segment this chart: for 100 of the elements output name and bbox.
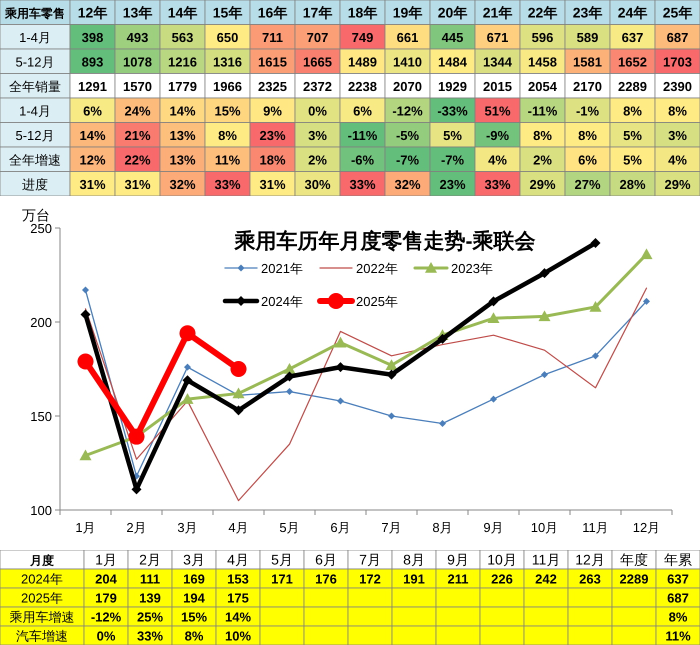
x-tick-label: 3月: [183, 552, 205, 568]
data-label: 6%: [83, 103, 102, 118]
point: [286, 388, 293, 396]
data-label: 1489: [348, 54, 377, 70]
point: [80, 449, 92, 460]
point: [592, 352, 599, 360]
x-tick-label: 20年: [438, 4, 468, 20]
x-tick-label: 16年: [258, 4, 288, 20]
x-tick-label: 1月: [95, 552, 117, 568]
data-label: 589: [576, 30, 598, 45]
point: [334, 336, 346, 348]
data-label: 172: [359, 572, 381, 586]
data-label: -7%: [396, 152, 420, 168]
x-tick-label: 25年: [662, 4, 692, 20]
data-label: 1410: [393, 54, 422, 70]
x-tick-label: 4月: [228, 520, 249, 535]
data-label: 31%: [79, 176, 106, 192]
data-label: 8%: [533, 128, 552, 143]
data-label: 1929: [438, 78, 467, 94]
data-label: 1291: [78, 78, 107, 94]
point: [538, 310, 550, 322]
data-label: 2325: [258, 78, 287, 94]
point: [182, 375, 192, 386]
point: [540, 268, 550, 278]
data-label: -7%: [440, 152, 464, 168]
data-label: 398: [82, 30, 104, 45]
x-tick-label: 12月: [632, 520, 660, 535]
y-tick-label: 200: [30, 315, 52, 330]
data-label: 1779: [168, 78, 197, 94]
x-tick-label: 19年: [392, 4, 422, 20]
x-tick-label: 6月: [315, 552, 337, 568]
data-label: 28%: [619, 176, 646, 192]
x-tick-label: 2月: [139, 552, 161, 568]
x-tick-label: 21年: [482, 4, 512, 20]
data-label: -6%: [350, 152, 374, 168]
y-axis-title: 万台: [22, 207, 50, 223]
data-label: 139: [139, 590, 161, 606]
data-label: 1458: [528, 54, 557, 70]
point: [388, 412, 395, 420]
point: [337, 397, 344, 404]
data-label: 445: [442, 30, 464, 45]
data-label: 0%: [96, 628, 116, 644]
y-tick-label: 2025年: [21, 590, 63, 606]
x-tick-label: 10月: [487, 552, 517, 568]
x-tick-label: 10月: [530, 520, 558, 535]
data-label: 6%: [578, 152, 598, 168]
data-label: -12%: [392, 103, 424, 118]
x-tick-label: 12年: [78, 4, 108, 20]
x-tick-label: 11月: [582, 520, 609, 535]
data-label: 4%: [668, 152, 688, 168]
data-label: 33%: [136, 628, 164, 644]
data-label: 1652: [618, 54, 647, 70]
data-label: 23%: [439, 176, 466, 192]
legend-label: 2021年: [261, 261, 303, 276]
data-label: 11%: [214, 152, 241, 168]
data-label: 12%: [79, 152, 106, 168]
x-tick-label: 年度: [620, 552, 648, 568]
data-label: 749: [352, 30, 374, 45]
data-label: 2%: [533, 152, 552, 168]
data-label: 1344: [483, 54, 513, 70]
x-tick-label: 年累: [664, 552, 692, 568]
chart-title: 乘用车零售: [4, 6, 65, 20]
y-tick-label: 全年销量: [9, 78, 61, 94]
data-label: 11%: [665, 628, 692, 644]
data-label: 5%: [623, 152, 642, 168]
data-label: 29%: [529, 176, 556, 192]
data-label: 8%: [668, 610, 688, 624]
data-label: 3%: [668, 128, 688, 143]
x-tick-label: 8月: [432, 520, 453, 535]
data-label: 1966: [213, 78, 242, 94]
data-label: 27%: [574, 176, 601, 192]
point: [386, 370, 396, 380]
data-label: 2015: [483, 78, 512, 94]
data-label: 211: [448, 572, 468, 586]
point: [438, 334, 448, 344]
data-label: -9%: [486, 128, 510, 143]
data-label: 4%: [488, 152, 508, 168]
point: [80, 309, 90, 320]
y-tick-label: 1-4月: [19, 103, 51, 118]
data-label: 493: [126, 30, 148, 45]
data-label: -1%: [576, 103, 600, 118]
point: [590, 238, 600, 248]
data-label: 18%: [259, 152, 286, 168]
x-tick-label: 3月: [177, 520, 198, 535]
data-label: 2070: [393, 78, 422, 94]
data-label: 24%: [124, 103, 151, 118]
data-label: 21%: [124, 128, 151, 143]
data-label: 1703: [663, 54, 692, 70]
data-label: 31%: [259, 176, 286, 192]
data-label: 153: [227, 572, 249, 586]
point: [78, 353, 94, 370]
data-label: 32%: [394, 176, 421, 192]
y-tick-label: 1-4月: [19, 30, 51, 45]
data-label: 0%: [308, 103, 328, 118]
data-label: 707: [306, 30, 328, 45]
point: [336, 362, 346, 372]
data-label: 637: [667, 572, 689, 586]
data-label: 23%: [259, 128, 286, 143]
data-label: 1665: [303, 54, 332, 70]
data-label: 111: [140, 572, 160, 586]
